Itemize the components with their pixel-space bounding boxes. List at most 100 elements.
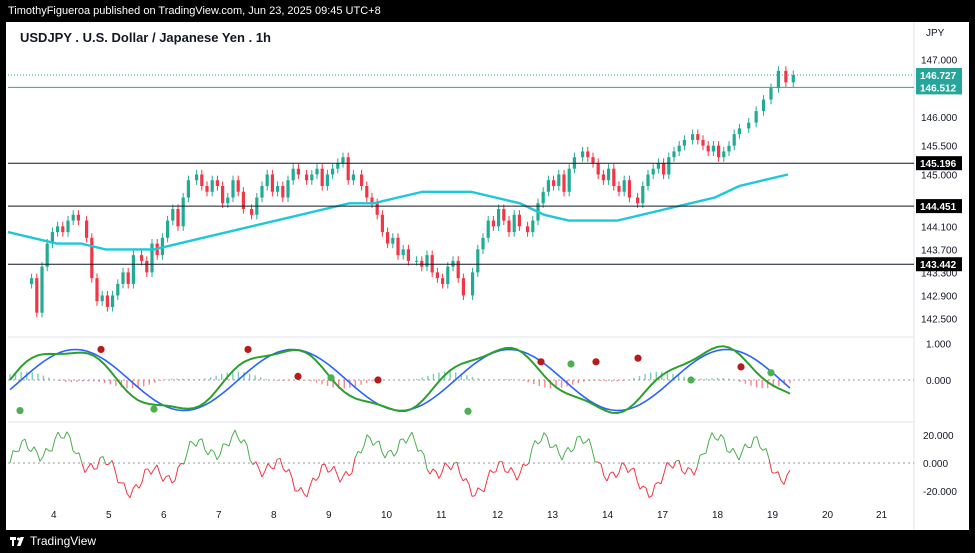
candle-body (71, 214, 75, 221)
rsi-line-segment (786, 470, 791, 476)
rsi-line-segment (36, 451, 41, 462)
candle-body (754, 111, 758, 123)
rsi-line-segment (474, 487, 479, 496)
rsi-line-segment (171, 480, 176, 484)
candle-body (672, 151, 676, 158)
rsi-line-segment (591, 449, 596, 463)
rsi-line-segment (57, 431, 62, 439)
x-tick-label: 21 (876, 510, 888, 521)
rsi-line-segment (168, 475, 173, 484)
candle-body (171, 209, 175, 221)
rsi-line-segment (363, 434, 368, 446)
rsi-line-segment (597, 461, 602, 465)
rsi-line-segment (135, 484, 140, 489)
rsi-line-segment (204, 449, 209, 456)
price-label-bg (916, 199, 962, 214)
rsi-line-segment (27, 448, 32, 453)
x-tick-label: 5 (106, 510, 112, 521)
stoch-cross-dot (634, 354, 642, 362)
rsi-line-segment (561, 452, 566, 461)
rsi-line-segment (39, 456, 44, 462)
stoch-cross-dot (737, 363, 745, 371)
candle-body (100, 295, 104, 302)
price-tick-label: 145.000 (921, 170, 958, 181)
candle-body (50, 232, 54, 244)
rsi-line-segment (195, 439, 200, 447)
rsi-line-segment (315, 476, 320, 481)
rsi-line-segment (213, 451, 218, 460)
rsi-line-segment (654, 481, 659, 485)
candle-body (586, 151, 590, 158)
rsi-line-segment (714, 438, 719, 441)
rsi-line-segment (414, 441, 419, 452)
rsi-line-segment (696, 454, 701, 468)
rsi-line-segment (459, 473, 464, 482)
publish-bar: TimothyFigueroa published on TradingView… (0, 0, 975, 22)
rsi-line-segment (159, 473, 164, 482)
rsi-line-segment (21, 438, 26, 442)
price-label-bg (916, 257, 962, 272)
candle-body (341, 157, 345, 163)
candle-body (126, 272, 130, 284)
rsi-line-segment (372, 442, 377, 446)
candle-body (406, 249, 410, 261)
rsi-line-segment (582, 441, 587, 444)
chart-svg[interactable]: JPY147.000146.500146.000145.500145.00014… (6, 22, 969, 530)
rsi-line-segment (612, 471, 617, 478)
rsi-line-segment (432, 468, 437, 472)
x-tick-label: 7 (216, 510, 222, 521)
rsi-line-segment (72, 450, 77, 455)
rsi-line-segment (321, 463, 326, 466)
rsi-line-segment (411, 432, 416, 443)
rsi-line-segment (528, 448, 533, 464)
candle-body (140, 255, 144, 261)
currency-label: JPY (926, 28, 945, 39)
rsi-line-segment (81, 463, 86, 473)
rsi-line-segment (717, 434, 722, 441)
candle-body (116, 283, 120, 296)
rsi-line-segment (309, 477, 314, 486)
rsi-line-segment (252, 461, 257, 465)
rsi-line-segment (201, 438, 206, 451)
rsi-line-segment (156, 464, 161, 475)
rsi-line-segment (630, 467, 635, 470)
rsi-line-segment (153, 464, 158, 470)
x-tick-label: 11 (436, 510, 447, 521)
candle-body (186, 180, 190, 198)
rsi-line-segment (186, 440, 191, 454)
rsi-line-segment (78, 452, 83, 464)
candle-body (491, 220, 495, 227)
candle-body (596, 162, 600, 175)
candle-body (677, 145, 681, 152)
rsi-line-segment (555, 444, 560, 454)
candle-body (370, 197, 374, 204)
rsi-line-segment (366, 434, 371, 439)
candle-body (45, 243, 49, 267)
rsi-line-segment (537, 440, 542, 445)
chart-panel[interactable]: JPY147.000146.500146.000145.500145.00014… (6, 22, 969, 530)
x-tick-label: 12 (492, 510, 504, 521)
stoch-cross-dot (294, 372, 302, 380)
rsi-line-segment (666, 461, 671, 466)
rsi-line-segment (75, 452, 80, 455)
candle-body (701, 139, 705, 146)
candle-body (682, 139, 686, 146)
rsi-line-segment (774, 471, 779, 474)
rsi-line-segment (462, 477, 467, 482)
footer-brand: TradingView (30, 534, 97, 548)
candle-body (331, 168, 335, 175)
candle-body (131, 255, 135, 284)
rsi-line-segment (261, 470, 266, 478)
rsi-line-segment (378, 440, 383, 452)
candle-body (784, 70, 788, 83)
candle-body (732, 134, 736, 146)
x-tick-label: 14 (602, 510, 614, 521)
candle-body (627, 180, 631, 198)
rsi-line-segment (237, 437, 242, 444)
rsi-line-segment (165, 474, 170, 478)
rsi-line-segment (585, 438, 590, 443)
candle-body (111, 295, 115, 307)
rsi-line-segment (576, 435, 581, 438)
price-label-bg (916, 156, 962, 171)
rsi-line-segment (174, 467, 179, 481)
